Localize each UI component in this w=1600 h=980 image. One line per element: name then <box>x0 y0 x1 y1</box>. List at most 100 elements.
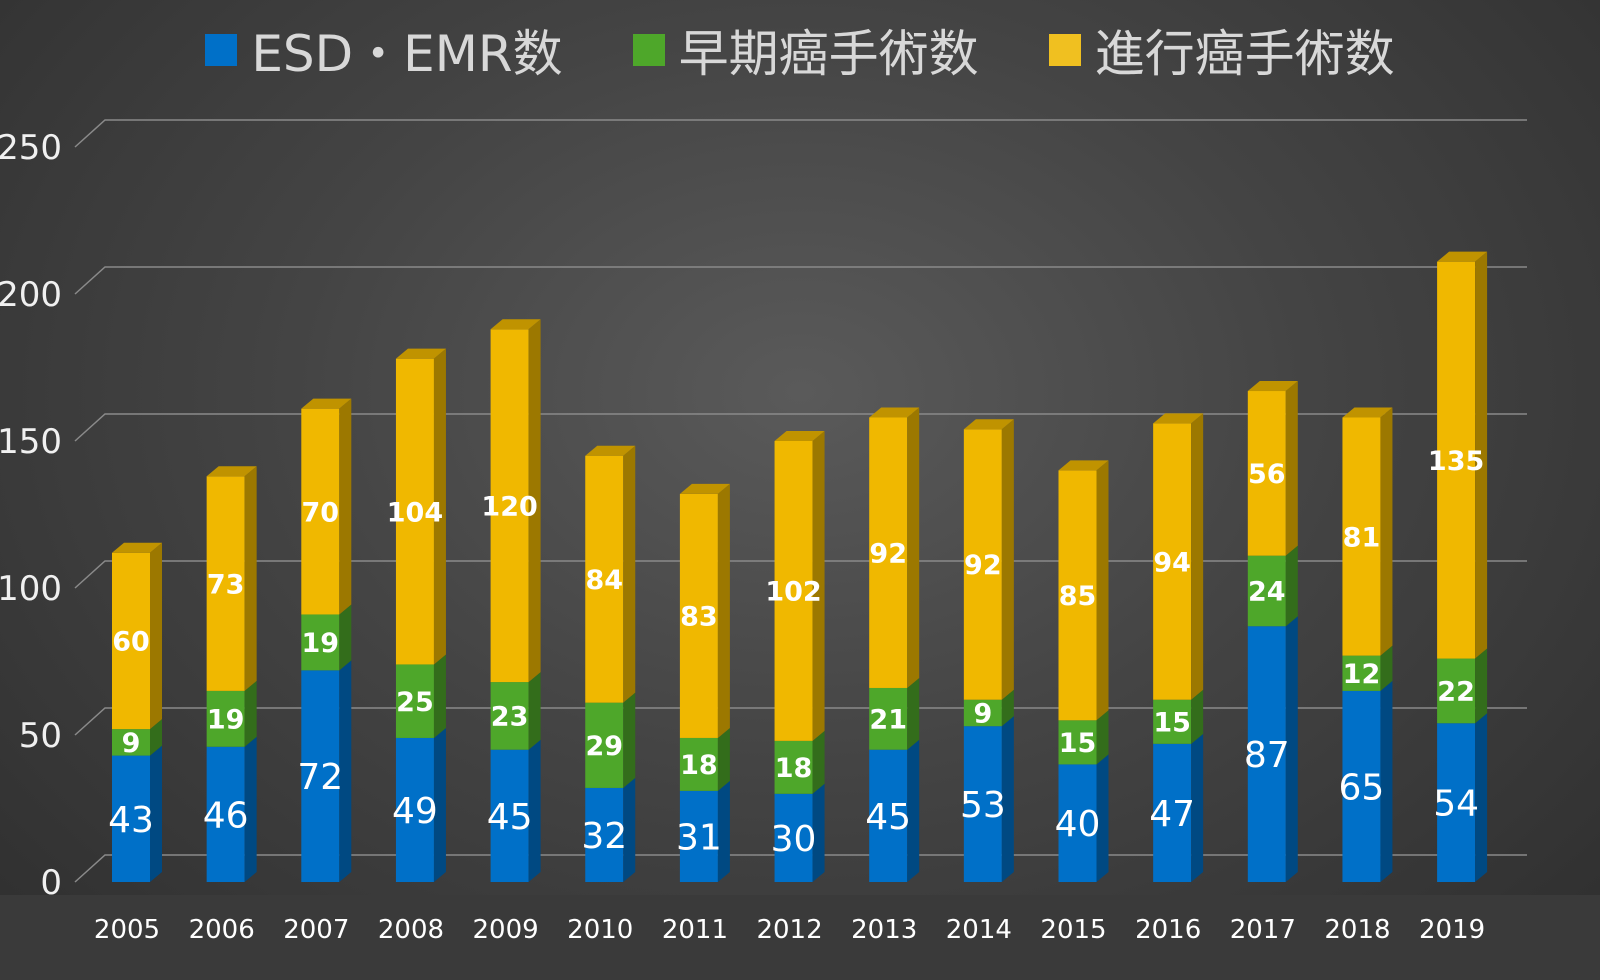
data-label: 85 <box>1059 581 1097 612</box>
bar-segment <box>963 429 1002 700</box>
gridline <box>74 707 1527 736</box>
data-label: 18 <box>680 750 718 781</box>
data-label: 45 <box>487 797 533 838</box>
bar-segment <box>206 746 245 882</box>
bar-top <box>1437 251 1488 262</box>
bar-side <box>623 777 636 882</box>
bar-segment <box>1437 261 1476 659</box>
bar-side <box>1475 251 1488 659</box>
bar-side <box>1285 381 1298 556</box>
legend-swatch <box>205 34 238 66</box>
bar-segment <box>490 682 529 750</box>
data-label: 24 <box>1248 577 1286 608</box>
bar-segment <box>395 737 434 882</box>
data-label: 84 <box>585 565 623 596</box>
legend-label: ESD・EMR数 <box>251 25 563 83</box>
data-label: 94 <box>1153 547 1191 578</box>
data-label: 18 <box>775 753 813 784</box>
bar-side <box>528 319 541 683</box>
data-label: 29 <box>585 731 623 762</box>
bar-side <box>717 483 730 738</box>
bar-segment <box>1342 690 1381 882</box>
data-label: 135 <box>1428 446 1484 477</box>
bar-side <box>528 739 541 882</box>
bar-side <box>907 739 920 882</box>
legend-swatch <box>1048 34 1081 66</box>
bar-side <box>623 445 636 703</box>
y-tick-label: 250 <box>0 128 62 168</box>
data-label: 70 <box>302 497 340 528</box>
data-label: 25 <box>396 687 434 718</box>
legend-label: 進行癌手術数 <box>1094 25 1395 83</box>
bar-top <box>1058 460 1109 471</box>
bar-side <box>1285 545 1298 627</box>
gridline <box>74 119 1527 148</box>
x-tick-label: 2019 <box>1419 915 1485 945</box>
data-label: 53 <box>960 785 1006 826</box>
y-tick-label: 150 <box>0 422 62 462</box>
bar-top <box>301 398 352 409</box>
bar-side <box>1475 713 1488 882</box>
data-label: 72 <box>297 757 343 798</box>
bar-top <box>1153 413 1204 424</box>
bar-segment <box>963 726 1002 882</box>
bar-top <box>1342 407 1393 418</box>
x-tick-label: 2007 <box>283 915 349 945</box>
bar-side <box>1191 689 1204 744</box>
x-tick-label: 2012 <box>756 915 822 945</box>
y-tick-label: 50 <box>19 716 62 756</box>
legend-item-advanced: 進行癌手術数 <box>1048 14 1395 86</box>
bar-top <box>395 348 446 359</box>
bar-segment <box>395 358 434 665</box>
bar-segment <box>869 417 908 688</box>
bar-side <box>1475 648 1488 724</box>
bar-segment <box>1437 723 1476 882</box>
bar-segment <box>112 729 150 756</box>
bar-segment <box>774 740 813 794</box>
bar-top <box>490 319 541 330</box>
bar-segment <box>206 476 245 691</box>
bar-side <box>339 398 352 615</box>
bar-top <box>585 445 636 456</box>
bar-segment <box>869 749 908 882</box>
bar-side <box>244 680 257 747</box>
data-label: 30 <box>771 819 817 860</box>
bar-side <box>339 604 352 671</box>
data-label: 19 <box>302 628 340 659</box>
bar-side <box>907 677 920 750</box>
gridline <box>74 413 1527 442</box>
bar-segment <box>869 687 908 750</box>
bar-segment <box>490 329 529 683</box>
bar-top <box>206 466 257 477</box>
legend: ESD・EMR数 早期癌手術数 進行癌手術数 <box>0 14 1600 86</box>
bar-segment <box>585 702 624 788</box>
bar-side <box>812 730 825 794</box>
x-tick-label: 2005 <box>94 915 160 945</box>
bar-top <box>1247 381 1298 392</box>
data-label: 12 <box>1343 659 1381 690</box>
data-label: 22 <box>1437 677 1475 708</box>
gridline <box>74 266 1527 295</box>
x-tick-label: 2013 <box>851 915 917 945</box>
bar-segment <box>395 664 434 738</box>
data-label: 49 <box>392 791 438 832</box>
x-tick-label: 2011 <box>662 915 728 945</box>
bar-segment <box>490 749 529 882</box>
data-label: 21 <box>869 705 907 736</box>
bar-segment <box>1153 743 1192 882</box>
bar-top <box>963 419 1014 430</box>
data-label: 87 <box>1244 735 1290 776</box>
x-tick-label: 2006 <box>189 915 255 945</box>
data-label: 60 <box>112 627 150 658</box>
bar-side <box>1285 616 1298 882</box>
data-label: 43 <box>108 800 154 841</box>
x-tick-label: 2016 <box>1135 915 1201 945</box>
bar-segment <box>112 755 150 882</box>
bar-side <box>717 727 730 791</box>
bar-side <box>150 745 162 882</box>
bar-segment <box>774 441 813 741</box>
bar-segment <box>585 787 624 882</box>
bar-side <box>1001 419 1014 700</box>
